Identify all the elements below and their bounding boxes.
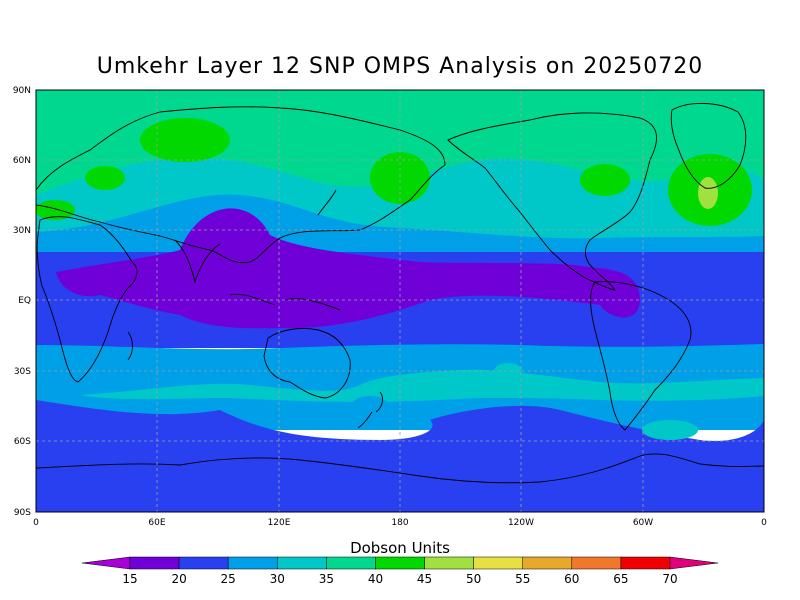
colorbar-box bbox=[277, 556, 327, 570]
latitude-labels: 90N 60N 30N EQ 30S 60S 90S bbox=[13, 86, 31, 518]
colorbar-box bbox=[571, 556, 622, 570]
map-frame bbox=[35, 89, 765, 513]
high-patch-atlantic-east bbox=[36, 200, 75, 220]
coastline-australia bbox=[263, 327, 351, 399]
colorbar-level-label: 35 bbox=[319, 572, 334, 586]
colorbar-box bbox=[375, 556, 425, 570]
colorbar-box bbox=[326, 556, 376, 570]
coastlines bbox=[36, 102, 764, 484]
colorbar-level-label: 50 bbox=[466, 572, 481, 586]
lat-label: 60N bbox=[13, 156, 31, 166]
cyan-patch-drake bbox=[642, 420, 698, 440]
coastline-eurasia bbox=[36, 106, 446, 264]
high-patch-canada bbox=[580, 164, 630, 196]
map-title: Umkehr Layer 12 SNP OMPS Analysis on 202… bbox=[96, 54, 704, 79]
peak-patch bbox=[698, 177, 718, 209]
colorbar-level-label: 70 bbox=[662, 572, 677, 586]
colorbar-arrow-high bbox=[669, 556, 719, 570]
ozone-field bbox=[36, 90, 764, 512]
colorbar-level-label: 55 bbox=[515, 572, 530, 586]
colorbar: 15 20 25 30 35 40 45 50 55 60 65 70 bbox=[81, 556, 719, 586]
coastline-greenland bbox=[670, 102, 747, 189]
colorbar-level-label: 20 bbox=[171, 572, 186, 586]
colorbar-level-label: 30 bbox=[270, 572, 285, 586]
coastline-india bbox=[174, 239, 221, 284]
graticule bbox=[36, 90, 764, 512]
coastline-north-america bbox=[447, 112, 657, 291]
colorbar-arrow-low bbox=[81, 556, 131, 570]
lon-label: 180 bbox=[391, 518, 408, 528]
lat-label: 30N bbox=[13, 226, 31, 236]
colorbar-level-label: 45 bbox=[417, 572, 432, 586]
coastline-south-america bbox=[590, 281, 692, 431]
coastline-japan bbox=[317, 189, 337, 216]
lon-label: 60W bbox=[633, 518, 653, 528]
lat-label: 60S bbox=[14, 437, 31, 447]
high-patch-bering bbox=[370, 152, 430, 204]
longitude-labels: 0 60E 120E 180 120W 60W 0 bbox=[33, 518, 767, 528]
colorbar-box bbox=[424, 556, 474, 570]
coastline-antarctica bbox=[36, 453, 764, 484]
coastline-madagascar bbox=[127, 331, 133, 361]
high-patch-siberia bbox=[140, 118, 230, 162]
colorbar-box bbox=[129, 556, 180, 570]
colorbar-box bbox=[473, 556, 523, 570]
colorbar-title: Dobson Units bbox=[350, 539, 450, 557]
band-south-mid bbox=[80, 369, 764, 402]
high-patch-europe bbox=[85, 166, 125, 190]
colorbar-level-label: 60 bbox=[564, 572, 579, 586]
colorbar-level-label: 15 bbox=[122, 572, 137, 586]
cyan-patch-pacific bbox=[494, 363, 522, 379]
lon-label: 120E bbox=[268, 518, 291, 528]
coastline-africa bbox=[36, 216, 138, 383]
colorbar-level-label: 25 bbox=[221, 572, 236, 586]
colorbar-box bbox=[227, 556, 278, 570]
colorbar-box bbox=[620, 556, 671, 570]
colorbar-box bbox=[178, 556, 229, 570]
lon-label: 60E bbox=[148, 518, 165, 528]
lat-label: 90S bbox=[14, 508, 31, 518]
coastline-indonesia bbox=[229, 293, 341, 311]
colorbar-level-label: 65 bbox=[613, 572, 628, 586]
lat-label: 90N bbox=[13, 86, 31, 96]
band-tropical-low bbox=[56, 208, 640, 329]
colorbar-level-label: 40 bbox=[368, 572, 383, 586]
lat-label: 30S bbox=[14, 367, 31, 377]
lon-label: 0 bbox=[33, 518, 39, 528]
coastline-new-zealand bbox=[357, 391, 383, 429]
lat-label: EQ bbox=[18, 296, 31, 306]
lon-label: 120W bbox=[508, 518, 534, 528]
colorbar-box bbox=[522, 556, 573, 570]
lon-label: 0 bbox=[761, 518, 767, 528]
